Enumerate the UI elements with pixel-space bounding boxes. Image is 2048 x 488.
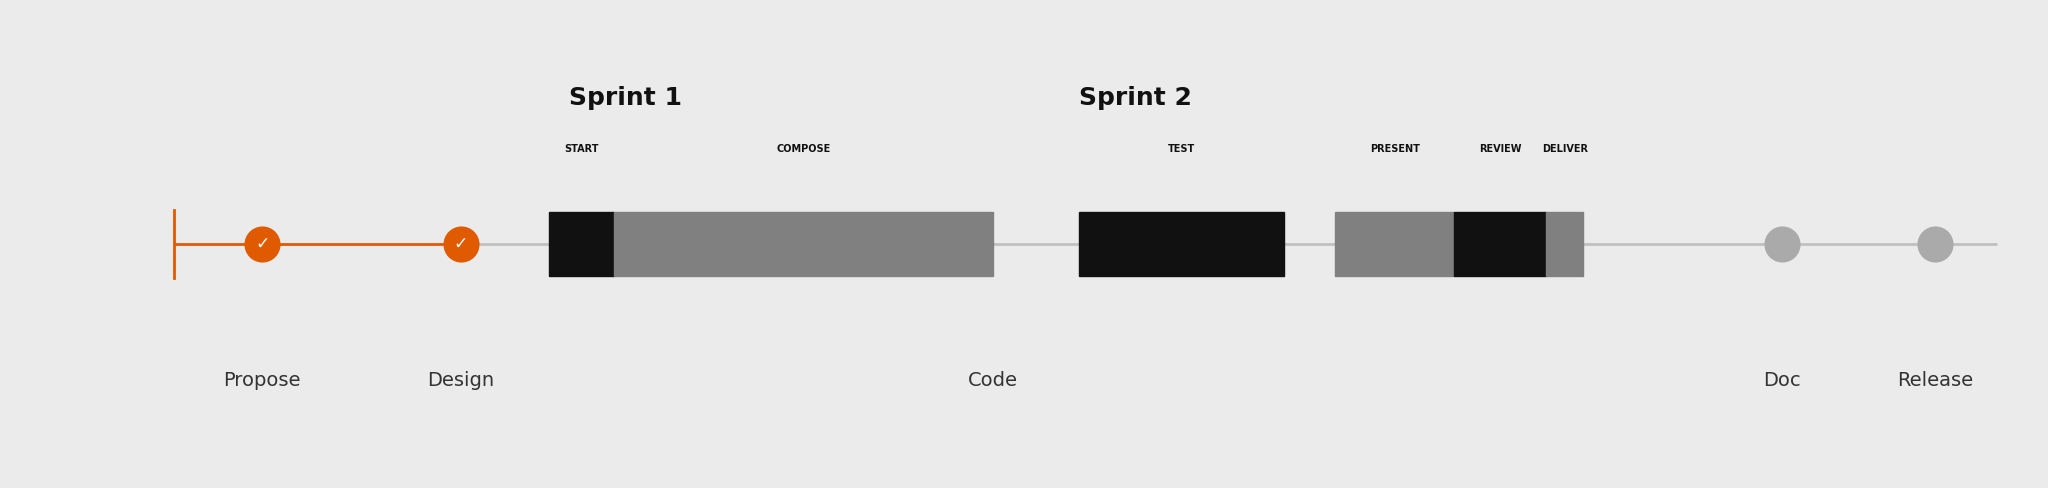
Text: Code: Code [969,371,1018,390]
Text: ✓: ✓ [453,235,469,253]
Text: Sprint 2: Sprint 2 [1079,85,1192,110]
Bar [1546,212,1583,276]
Text: Design: Design [428,371,494,390]
Text: COMPOSE: COMPOSE [776,144,831,154]
Bar [1335,212,1454,276]
Bar [1454,212,1546,276]
Text: Doc: Doc [1763,371,1800,390]
Bar [614,212,993,276]
Text: Sprint 1: Sprint 1 [569,85,682,110]
Text: Propose: Propose [223,371,301,390]
Text: ✓: ✓ [254,235,270,253]
Text: TEST: TEST [1167,144,1196,154]
Text: PRESENT: PRESENT [1370,144,1419,154]
Bar [1079,212,1284,276]
Text: DELIVER: DELIVER [1542,144,1587,154]
Text: REVIEW: REVIEW [1479,144,1522,154]
Text: Release: Release [1896,371,1974,390]
Text: START: START [565,144,598,154]
Bar [549,212,614,276]
